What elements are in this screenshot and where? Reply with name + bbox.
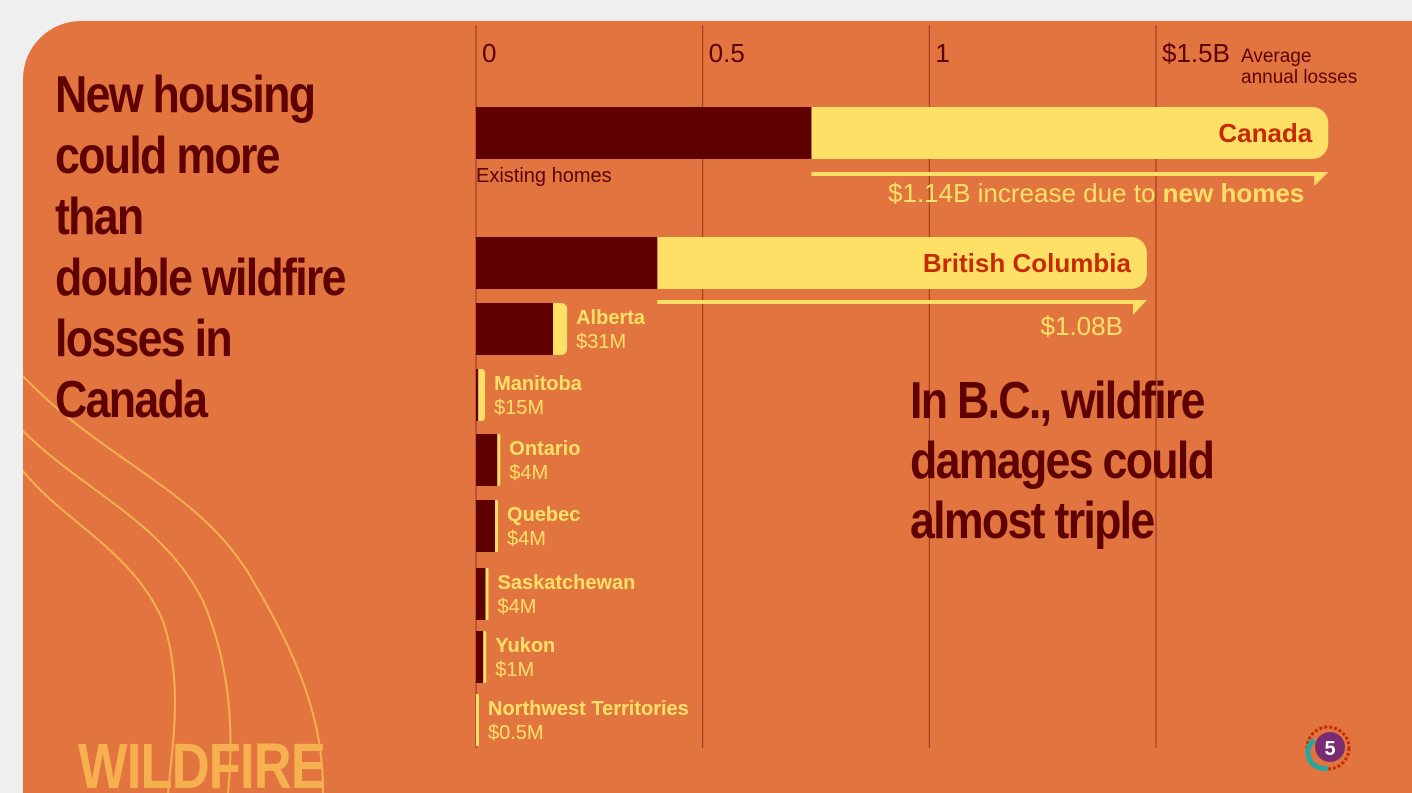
province-existing-bar (476, 434, 498, 486)
province-value: $15M (494, 397, 544, 419)
canada-increase-bracket (811, 172, 1329, 186)
province-name: Northwest Territories (488, 698, 689, 720)
wildfire-brand-text: WILDFIRE (78, 730, 326, 793)
province-existing-bar (476, 631, 484, 683)
existing-homes-label: Existing homes (476, 165, 612, 187)
province-existing-bar (476, 568, 486, 620)
bc-label: British Columbia (923, 248, 1132, 278)
province-name: Saskatchewan (498, 572, 636, 594)
province-existing-bar (476, 303, 554, 355)
x-tick-label: $1.5B (1162, 38, 1230, 68)
province-name: Yukon (495, 635, 555, 657)
province-value: $0.5M (488, 722, 544, 744)
province-new-homes-bar (495, 500, 499, 552)
province-new-homes-bar (476, 694, 479, 746)
province-name: Quebec (507, 504, 580, 526)
province-existing-bar (476, 500, 496, 552)
province-value: $4M (509, 462, 548, 484)
province-new-homes-bar (483, 631, 487, 683)
bc-increase-bracket (657, 300, 1147, 315)
province-value: $1M (495, 659, 534, 681)
x-tick-label: 0 (482, 38, 496, 68)
province-new-homes-bar (485, 568, 489, 620)
canada-increase-label: $1.14B increase due to new homes (888, 178, 1304, 208)
increase-label-text: $1.14B increase due to (888, 178, 1163, 208)
province-name: Alberta (576, 307, 646, 329)
province-name: Ontario (509, 438, 580, 460)
x-tick-label: 1 (935, 38, 949, 68)
bc-increase-label: $1.08B (1041, 311, 1123, 341)
decorative-contour-lines (23, 375, 324, 793)
five-logo-icon (1305, 725, 1351, 771)
canada-existing-homes-bar (476, 107, 812, 159)
province-name: Manitoba (494, 373, 583, 395)
province-new-homes-bar (553, 303, 568, 355)
province-value: $4M (507, 528, 546, 550)
bc-existing-homes-bar (476, 237, 658, 289)
headline: New housing could more than double wildf… (55, 66, 346, 429)
province-value: $31M (576, 331, 626, 353)
province-new-homes-bar (497, 434, 501, 486)
canada-label: Canada (1218, 118, 1312, 148)
province-new-homes-bar (478, 369, 486, 421)
new-homes-label: new homes (1163, 178, 1305, 208)
province-value: $4M (498, 596, 537, 618)
logo-text: 5 (1324, 738, 1335, 760)
axis-note-line1: Average (1241, 46, 1311, 67)
province-existing-bar (476, 369, 479, 421)
x-tick-label: 0.5 (709, 38, 745, 68)
axis-note-line2: annual losses (1241, 67, 1357, 88)
